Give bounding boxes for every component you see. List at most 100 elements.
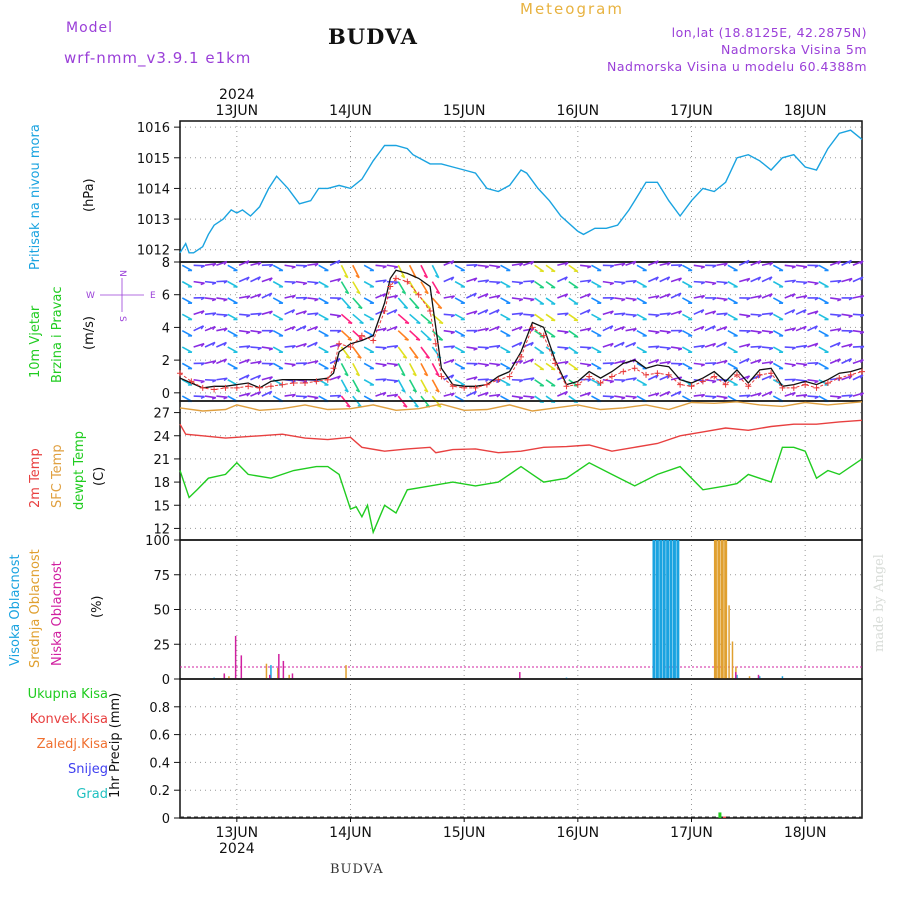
wind-arrow: [386, 325, 398, 332]
wind-arrow: [466, 346, 478, 350]
wind-arrow: [375, 362, 387, 366]
wind-arrow-head: [814, 396, 819, 400]
wind-arrow: [738, 357, 750, 365]
wind-arrow-head: [423, 389, 429, 393]
y-tick-label: 75: [153, 569, 170, 584]
wind-arrow-head: [344, 389, 349, 393]
wind-arrow-head: [359, 321, 364, 325]
wind-arrow-head: [473, 292, 477, 297]
wind-arrow: [579, 308, 591, 316]
wind-arrow: [500, 346, 511, 354]
wind-arrow: [772, 329, 784, 337]
wind-arrow-head: [564, 347, 569, 351]
wind-arrow-head: [347, 321, 353, 325]
gust-marker: [370, 337, 377, 344]
wind-arrow-head: [757, 392, 762, 397]
wind-arrow: [580, 264, 592, 268]
wind-arrow-head: [837, 260, 841, 265]
wind-arrow: [340, 330, 353, 341]
wind-arrow-head: [200, 297, 205, 301]
wind-arrow: [693, 362, 705, 366]
wind-arrow: [727, 297, 738, 304]
wind-arrow: [693, 264, 705, 268]
wind-arrow-head: [473, 348, 478, 351]
gust-marker: [438, 373, 445, 380]
wind-speed-line: [179, 269, 863, 389]
wind-arrow-head: [519, 312, 524, 317]
wind-arrow-head: [355, 274, 360, 279]
wind-arrow-head: [621, 379, 626, 383]
wind-arrow: [375, 279, 387, 283]
wind-arrow: [409, 297, 420, 309]
wind-arrow: [261, 292, 273, 299]
wind-arrow: [772, 280, 784, 288]
wind-arrow-head: [609, 265, 615, 269]
wind-arrow: [238, 358, 250, 365]
wind-arrow: [852, 294, 864, 299]
wind-arrow-head: [859, 374, 864, 379]
wind-arrow-head: [337, 278, 342, 283]
wind-arrow-head: [337, 297, 342, 301]
wind-arrow: [477, 391, 489, 397]
gust-marker: [654, 370, 661, 377]
wind-arrow-head: [678, 390, 682, 396]
wind-arrow: [375, 391, 387, 397]
wind-arrow-head: [814, 362, 819, 366]
wind-arrow-head: [519, 262, 524, 267]
wind-arrow: [602, 280, 614, 285]
wind-arrow-head: [412, 372, 417, 377]
wind-arrow: [648, 313, 660, 316]
gust-marker: [540, 332, 547, 339]
wind-arrow-head: [314, 360, 319, 365]
wind-arrow: [795, 325, 807, 332]
wind-arrow: [716, 262, 728, 267]
wind-arrow-head: [402, 404, 408, 408]
wind-arrow-head: [837, 342, 841, 347]
wind-arrow-head: [655, 331, 660, 335]
wind-arrow-head: [485, 327, 490, 332]
wind-arrow: [386, 294, 398, 299]
wind-arrow: [727, 313, 738, 321]
wind-arrow: [363, 280, 375, 288]
wind-arrow: [613, 325, 625, 332]
wind-arrow-head: [746, 297, 751, 301]
pressure-line: [179, 129, 863, 254]
gust-marker: [222, 384, 229, 391]
wind-arrow: [227, 313, 238, 321]
wind-arrow-head: [337, 375, 341, 380]
gust-marker: [699, 378, 706, 385]
wind-arrow-head: [269, 277, 273, 282]
wind-arrow: [659, 329, 671, 333]
wind-arrow: [397, 313, 410, 325]
wind-arrow-head: [269, 310, 273, 315]
wind-arrow-head: [746, 358, 750, 363]
wind-arrow: [636, 297, 647, 304]
wind-arrow-head: [268, 390, 273, 396]
wind-arrow: [454, 379, 466, 386]
wind-arrow: [796, 280, 808, 284]
wind-arrow: [397, 363, 406, 377]
wind-arrow: [727, 362, 738, 370]
wind-arrow: [727, 264, 738, 272]
wind-arrow-head: [246, 276, 250, 281]
wind-arrow: [750, 329, 762, 334]
wind-arrow-head: [200, 310, 205, 315]
gust-marker: [358, 332, 365, 339]
wind-arrow: [807, 325, 818, 332]
wind-arrow: [318, 346, 329, 354]
wind-arrow: [489, 344, 501, 348]
wind-arrow: [238, 276, 250, 283]
wind-arrow: [329, 394, 342, 397]
wind-arrow: [454, 297, 466, 304]
wind-arrow: [204, 325, 216, 332]
wind-arrow: [761, 390, 773, 397]
wind-arrow-head: [700, 281, 706, 285]
wind-arrow-head: [355, 389, 360, 393]
wind-arrow-head: [518, 397, 524, 400]
wind-arrow-head: [609, 396, 615, 400]
wind-arrow: [852, 358, 864, 365]
wind-arrow-head: [564, 391, 568, 396]
wind-arrow-head: [746, 343, 751, 348]
wind-arrow: [340, 313, 353, 325]
wind-arrow-head: [518, 282, 524, 285]
